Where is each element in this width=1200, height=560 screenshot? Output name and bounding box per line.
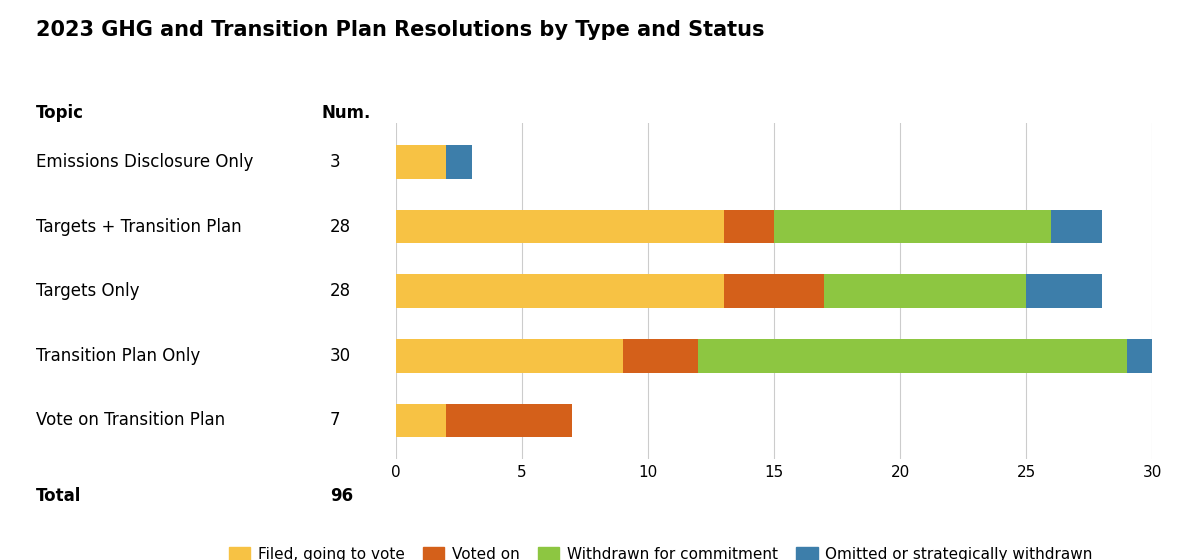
- Bar: [396, 404, 446, 437]
- Bar: [623, 339, 698, 372]
- Bar: [396, 339, 623, 372]
- Text: 28: 28: [330, 282, 352, 300]
- Bar: [1026, 274, 1102, 308]
- Bar: [774, 210, 1051, 244]
- Text: 2023 GHG and Transition Plan Resolutions by Type and Status: 2023 GHG and Transition Plan Resolutions…: [36, 20, 764, 40]
- Bar: [396, 145, 446, 179]
- Text: 3: 3: [330, 153, 341, 171]
- Text: Topic: Topic: [36, 104, 84, 122]
- Bar: [396, 210, 724, 244]
- Legend: Filed, going to vote, Voted on, Withdrawn for commitment, Omitted or strategical: Filed, going to vote, Voted on, Withdraw…: [222, 541, 1099, 560]
- Bar: [1051, 210, 1102, 244]
- Bar: [698, 339, 1127, 372]
- Bar: [446, 145, 472, 179]
- Bar: [1127, 339, 1152, 372]
- Text: Targets + Transition Plan: Targets + Transition Plan: [36, 218, 241, 236]
- Bar: [446, 404, 572, 437]
- Text: Emissions Disclosure Only: Emissions Disclosure Only: [36, 153, 253, 171]
- Text: 7: 7: [330, 412, 341, 430]
- Bar: [396, 274, 724, 308]
- Bar: [824, 274, 1026, 308]
- Text: Targets Only: Targets Only: [36, 282, 139, 300]
- Text: Vote on Transition Plan: Vote on Transition Plan: [36, 412, 226, 430]
- Text: 96: 96: [330, 487, 353, 505]
- Text: Total: Total: [36, 487, 82, 505]
- Text: Num.: Num.: [322, 104, 371, 122]
- Text: 28: 28: [330, 218, 352, 236]
- Bar: [724, 274, 824, 308]
- Text: 30: 30: [330, 347, 352, 365]
- Bar: [724, 210, 774, 244]
- Text: Transition Plan Only: Transition Plan Only: [36, 347, 200, 365]
